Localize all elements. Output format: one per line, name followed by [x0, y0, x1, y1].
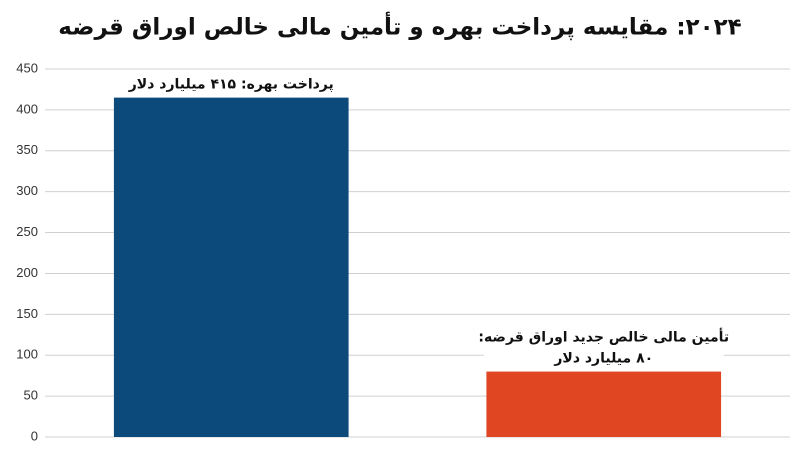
y-tick-label: 350	[16, 142, 38, 157]
y-tick-label: 250	[16, 224, 38, 239]
y-tick-label: 0	[31, 428, 38, 443]
value-label: پرداخت بهره: ۴۱۵ میلیارد دلار	[128, 77, 334, 93]
bar	[113, 97, 349, 437]
bar	[486, 371, 722, 437]
label-background	[483, 319, 724, 366]
y-tick-label: 100	[16, 347, 38, 362]
chart-title: ۲۰۲۴: مقایسه پرداخت بهره و تأمین مالی خا…	[58, 11, 741, 41]
y-tick-label: 150	[16, 306, 38, 321]
value-label: ۸۰ میلیارد دلار	[553, 351, 653, 367]
y-tick-label: 200	[16, 265, 38, 280]
y-tick-label: 300	[16, 183, 38, 198]
value-label: تأمین مالی خالص جدید اوراق قرضه:	[478, 328, 729, 346]
y-tick-label: 50	[24, 388, 38, 403]
y-tick-label: 400	[16, 101, 38, 116]
y-tick-label: 450	[16, 60, 38, 75]
